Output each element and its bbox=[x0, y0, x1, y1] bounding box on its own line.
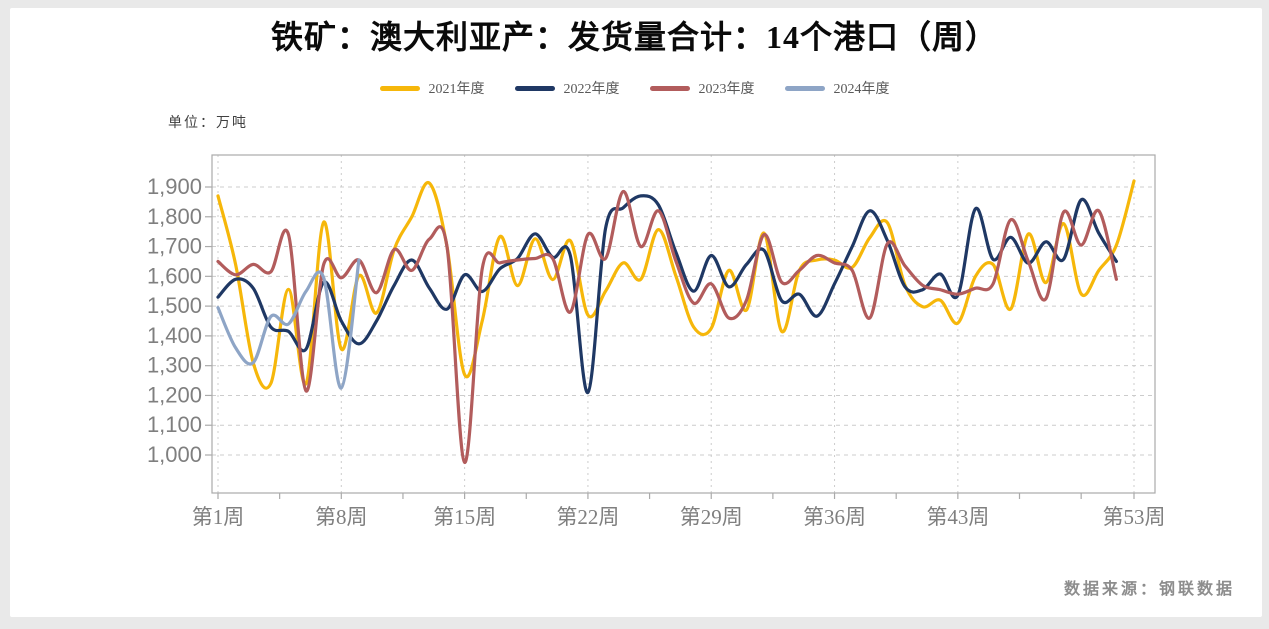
svg-text:第43周: 第43周 bbox=[926, 505, 989, 529]
data-source-label: 数据来源：钢联数据 bbox=[1063, 581, 1235, 598]
svg-text:1,400: 1,400 bbox=[147, 323, 202, 348]
svg-text:第8周: 第8周 bbox=[315, 505, 368, 529]
series-lines bbox=[216, 179, 1136, 465]
svg-text:1,700: 1,700 bbox=[147, 234, 202, 259]
series-line-2022年度 bbox=[216, 194, 1118, 395]
legend-item-2024[interactable]: 2024年度 bbox=[784, 78, 890, 98]
series-line-2024年度 bbox=[216, 258, 361, 390]
svg-text:第36周: 第36周 bbox=[803, 505, 866, 529]
svg-text:1,800: 1,800 bbox=[147, 204, 202, 229]
legend-item-2022[interactable]: 2022年度 bbox=[514, 78, 620, 98]
legend-label-2023: 2023年度 bbox=[698, 82, 755, 97]
svg-text:1,200: 1,200 bbox=[147, 382, 202, 407]
svg-text:第53周: 第53周 bbox=[1103, 505, 1166, 529]
legend-swatch-2021-icon bbox=[379, 85, 420, 91]
legend-label-2024: 2024年度 bbox=[833, 82, 890, 97]
legend-swatch-2024-icon bbox=[784, 85, 825, 91]
x-axis-tick-labels: 第1周 第8周 第15周 第22周 第29周 第36周 第43周 第53周 bbox=[192, 505, 1166, 529]
svg-text:第1周: 第1周 bbox=[192, 505, 245, 529]
svg-text:第15周: 第15周 bbox=[433, 505, 496, 529]
plot-frame bbox=[211, 154, 1156, 494]
legend-swatch-2022-icon bbox=[514, 85, 555, 91]
svg-text:1,600: 1,600 bbox=[147, 263, 202, 288]
svg-text:第29周: 第29周 bbox=[680, 505, 743, 529]
chart-title: 铁矿：澳大利亚产：发货量合计：14个港口（周） bbox=[270, 19, 998, 55]
svg-text:1,900: 1,900 bbox=[147, 174, 202, 199]
x-axis-ticks bbox=[217, 493, 1135, 499]
svg-text:1,500: 1,500 bbox=[147, 293, 202, 318]
svg-text:1,300: 1,300 bbox=[147, 353, 202, 378]
series-line-2021年度 bbox=[216, 179, 1136, 390]
legend-label-2022: 2022年度 bbox=[563, 82, 620, 97]
y-axis-unit-label: 单位：万吨 bbox=[168, 116, 248, 131]
svg-text:1,000: 1,000 bbox=[147, 442, 202, 467]
legend-item-2023[interactable]: 2023年度 bbox=[649, 78, 755, 98]
legend: 2021年度 2022年度 2023年度 2024年度 bbox=[0, 78, 1269, 98]
legend-item-2021[interactable]: 2021年度 bbox=[379, 78, 485, 98]
y-axis-tick-labels: 1,000 1,100 1,200 1,300 1,400 1,500 1,600 1,700… bbox=[147, 174, 212, 467]
legend-label-2021: 2021年度 bbox=[428, 82, 485, 97]
legend-swatch-2023-icon bbox=[649, 85, 690, 91]
svg-text:1,100: 1,100 bbox=[147, 412, 202, 437]
svg-text:第22周: 第22周 bbox=[556, 505, 619, 529]
